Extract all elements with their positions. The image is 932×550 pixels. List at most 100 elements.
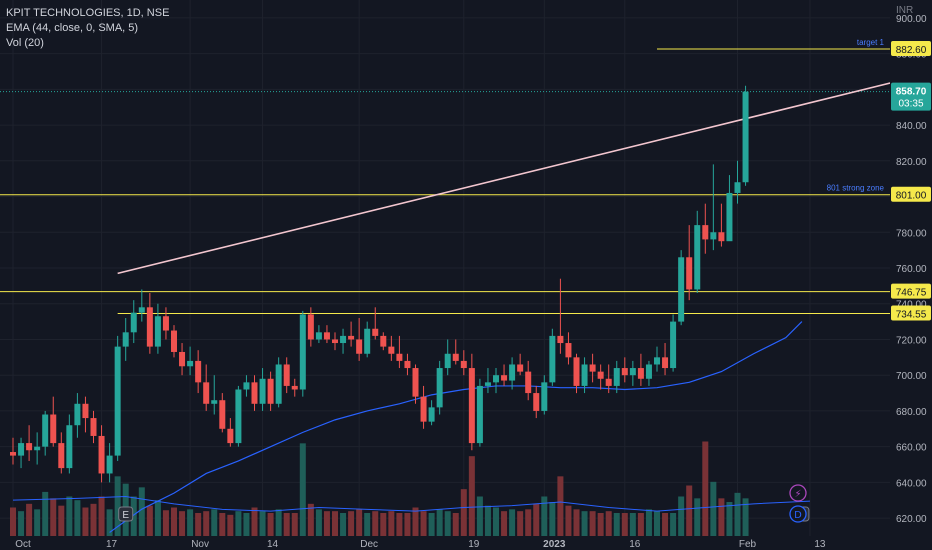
time-tick-label: Oct	[15, 539, 31, 550]
candle-body	[299, 314, 306, 390]
volume-bar	[211, 509, 218, 536]
candle-body	[428, 407, 435, 422]
time-tick-label: 2023	[543, 539, 566, 550]
horizontal-levels[interactable]: target 1 801 strong zone	[0, 38, 890, 314]
trendline[interactable]	[117, 74, 923, 275]
volume-bar	[476, 496, 483, 536]
volume-bar	[98, 496, 105, 536]
candles	[10, 85, 749, 483]
price-tick-label: 660.00	[896, 443, 927, 454]
event-markers[interactable]: EE⚡D	[118, 484, 810, 523]
candle-body	[645, 364, 652, 379]
volume-legend[interactable]: Vol (20)	[6, 37, 44, 49]
volume-bar	[356, 509, 363, 536]
volume-bar	[654, 511, 660, 536]
badge-text: ⚡	[794, 489, 801, 500]
volume-bar	[517, 511, 524, 536]
volume-bar	[323, 511, 330, 536]
candle-body	[50, 414, 57, 444]
volume-bar	[637, 513, 644, 536]
time-tick-label: 16	[629, 539, 641, 550]
price-axis[interactable]: 620.00 640.00 660.00 680.00 700.00 720.00 740.…	[890, 0, 932, 550]
candle-body	[130, 312, 137, 333]
candle-body	[243, 382, 250, 390]
volume-bar	[493, 507, 499, 536]
level-note: target 1	[857, 38, 885, 47]
candle-body	[26, 443, 33, 451]
volume-bar	[243, 513, 250, 536]
time-tick-label: 17	[106, 539, 118, 550]
candle-body	[484, 382, 491, 386]
candle-body	[396, 353, 403, 361]
candle-body	[589, 364, 596, 372]
candle-body	[694, 225, 701, 290]
volume-bar	[315, 509, 322, 536]
volume-bar	[694, 498, 701, 536]
candle-body	[58, 443, 65, 469]
time-axis-bg	[0, 536, 890, 550]
candle-body	[171, 330, 177, 352]
volume-bar	[412, 507, 419, 536]
volume-bar	[509, 509, 516, 536]
volume-bar	[299, 443, 306, 536]
ema-legend[interactable]: EMA (44, close, 0, SMA, 5)	[6, 22, 139, 34]
candle-body	[436, 368, 443, 408]
level-price-label: 882.60	[896, 45, 927, 56]
volume-bar	[187, 509, 194, 536]
volume-bar	[702, 441, 709, 536]
candle-body	[493, 375, 499, 383]
volume-bar	[726, 502, 733, 536]
candle-body	[718, 232, 725, 242]
volume-bar	[605, 511, 612, 536]
badge-circle	[789, 484, 807, 502]
candle-body	[219, 400, 226, 429]
candle-body	[179, 351, 186, 367]
candle-body	[629, 368, 636, 376]
volume-bar	[541, 496, 548, 536]
volume-bar	[162, 510, 169, 536]
candle-body	[348, 335, 355, 340]
candle-body	[98, 435, 105, 474]
candle-body	[501, 375, 508, 381]
candle-body	[613, 368, 620, 386]
candle-body	[621, 368, 628, 376]
candle-body	[541, 382, 548, 411]
candle-body	[106, 455, 113, 474]
time-axis[interactable]: Oct 17 Nov 14 Dec 19 2023 16 Feb 13	[0, 536, 890, 550]
volume-bar	[66, 496, 73, 536]
volume-bar	[581, 511, 588, 536]
volume-bar	[589, 511, 596, 536]
volume-bar	[468, 456, 475, 536]
candle-body	[678, 257, 685, 322]
volume-bar	[146, 505, 153, 536]
volume-bar	[130, 496, 137, 536]
volume-bar	[404, 513, 411, 536]
volume-bar	[573, 509, 580, 536]
volume-bar	[428, 513, 435, 536]
volume-bar	[420, 511, 427, 536]
candle-body	[18, 443, 25, 456]
volume-bar	[154, 500, 161, 536]
volume-bar	[718, 498, 725, 536]
symbol-line[interactable]: KPIT TECHNOLOGIES, 1D, NSE	[6, 7, 170, 19]
candle-body	[420, 396, 427, 422]
candle-body	[460, 360, 467, 369]
volume-bar	[670, 513, 677, 536]
volume-bar	[597, 513, 604, 536]
volume-bar	[291, 513, 298, 536]
volume-bar	[742, 498, 749, 536]
candle-body	[670, 321, 677, 369]
candle-body	[686, 257, 693, 290]
volume-bar	[388, 511, 395, 536]
volume-bar	[662, 513, 669, 536]
volume-bar	[275, 509, 282, 536]
candle-body	[10, 452, 16, 456]
candle-body	[557, 335, 564, 344]
volume-bar	[380, 513, 387, 536]
candle-body	[356, 339, 363, 354]
candle-body	[259, 378, 266, 404]
candle-body	[162, 316, 169, 331]
volume-bar	[549, 502, 556, 536]
volume-bar	[219, 513, 226, 536]
